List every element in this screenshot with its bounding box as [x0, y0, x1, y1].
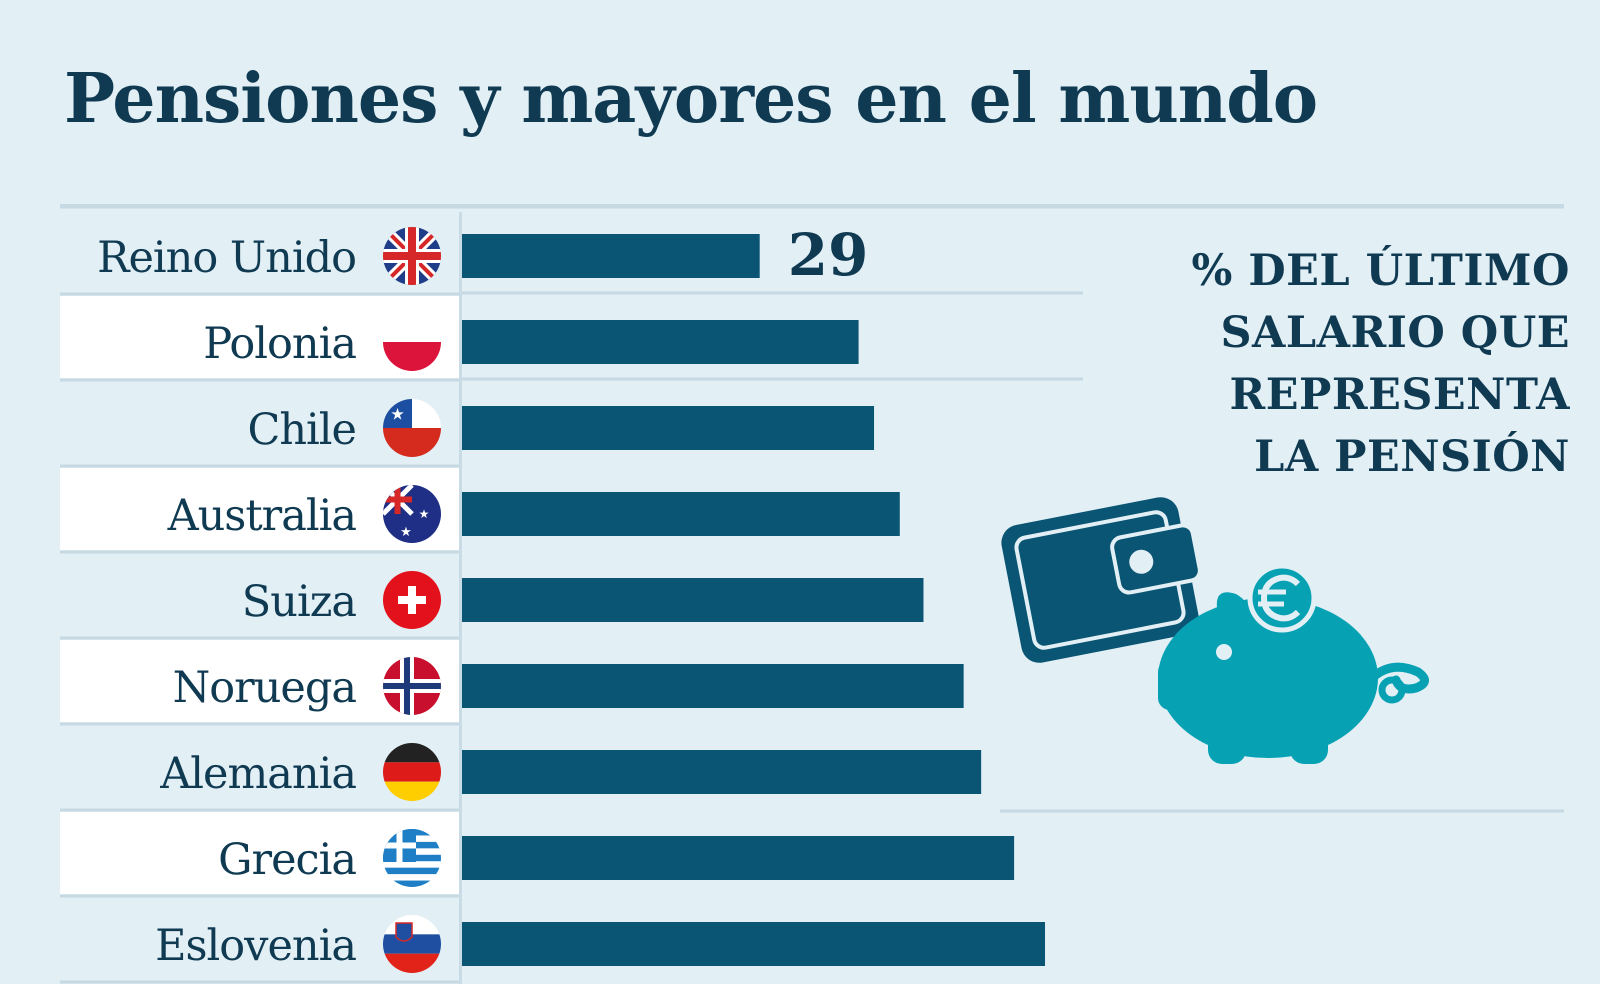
- svg-text:★: ★: [400, 525, 412, 540]
- bar: [461, 750, 982, 794]
- bar: [461, 922, 1046, 966]
- germany-flag-icon: [383, 743, 441, 801]
- norway-flag-icon: [383, 657, 441, 715]
- wallet-icon: [1001, 497, 1202, 663]
- poland-flag-icon: [383, 313, 441, 371]
- category-label: Noruega: [173, 663, 357, 713]
- category-label: Australia: [167, 491, 357, 541]
- savings-illustration: [1001, 497, 1429, 764]
- category-label: Reino Unido: [97, 233, 356, 283]
- bar: [461, 664, 964, 708]
- australia-flag-icon: ★★: [383, 485, 441, 543]
- bar: [461, 492, 900, 536]
- category-label: Eslovenia: [155, 921, 356, 971]
- category-label: Grecia: [218, 835, 356, 885]
- category-label: Polonia: [203, 319, 356, 369]
- data-label: 29: [788, 221, 869, 289]
- bar: [461, 578, 924, 622]
- category-label: Alemania: [159, 749, 356, 799]
- legend-line: REPRESENTA: [1229, 370, 1570, 420]
- legend-line: SALARIO QUE: [1220, 308, 1570, 358]
- axis-line: [459, 212, 462, 984]
- legend-line: LA PENSIÓN: [1254, 432, 1570, 482]
- bar: [461, 320, 859, 364]
- bar: [461, 836, 1015, 880]
- category-label: Chile: [247, 405, 356, 455]
- svg-text:★: ★: [390, 405, 404, 424]
- chile-flag-icon: ★: [383, 399, 441, 457]
- page-title: Pensiones y mayores en el mundo: [64, 59, 1318, 139]
- greece-flag-icon: [383, 829, 441, 887]
- uk-flag-icon: [383, 227, 441, 285]
- slovenia-flag-icon: [383, 915, 441, 973]
- category-label: Suiza: [242, 577, 357, 627]
- svg-text:★: ★: [419, 507, 430, 521]
- chart-legend: % DEL ÚLTIMO SALARIO QUE REPRESENTA LA P…: [1170, 240, 1570, 488]
- piggy-bank-icon: [1158, 592, 1429, 764]
- switzerland-flag-icon: [383, 571, 441, 629]
- legend-line: % DEL ÚLTIMO: [1191, 246, 1570, 296]
- bar: [461, 406, 875, 450]
- bar: [461, 234, 760, 278]
- euro-coin-icon: [1247, 563, 1317, 633]
